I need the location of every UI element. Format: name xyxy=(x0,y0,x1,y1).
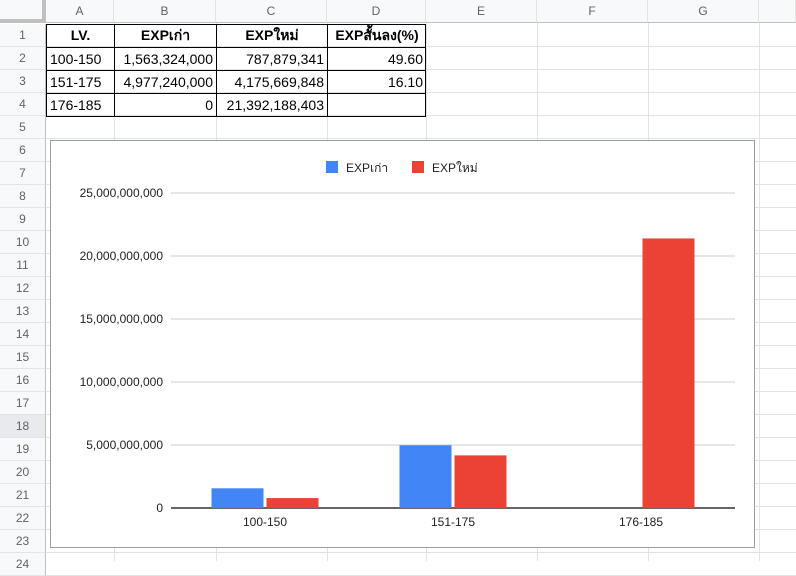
header-cell-lv[interactable]: LV. xyxy=(70,27,91,43)
bar-exp-new-100-150[interactable] xyxy=(266,498,319,508)
y-tick-label: 5,000,000,000 xyxy=(86,438,163,452)
x-tick-label: 100-150 xyxy=(243,515,287,529)
row-header-12[interactable]: 12 xyxy=(0,277,46,300)
column-header-f[interactable]: F xyxy=(537,0,648,23)
row-header-11[interactable]: 11 xyxy=(0,254,46,277)
row-header-23[interactable]: 23 xyxy=(0,530,46,553)
row-header-3[interactable]: 3 xyxy=(0,70,46,93)
column-header-b[interactable]: B xyxy=(114,0,216,23)
legend-swatch xyxy=(326,161,338,173)
row-header-9[interactable]: 9 xyxy=(0,208,46,231)
y-tick-label: 20,000,000,000 xyxy=(80,249,164,263)
bar-exp-old-151-175[interactable] xyxy=(399,445,452,508)
table-cell[interactable]: 49.60 xyxy=(387,51,423,67)
table-cell[interactable]: 4,175,669,848 xyxy=(234,74,324,90)
y-tick-label: 0 xyxy=(156,501,163,515)
table-cell[interactable]: 21,392,188,403 xyxy=(226,97,324,113)
y-tick-label: 10,000,000,000 xyxy=(80,375,164,389)
row-header-17[interactable]: 17 xyxy=(0,392,46,415)
table-cell[interactable]: 1,563,324,000 xyxy=(123,51,213,67)
y-tick-label: 15,000,000,000 xyxy=(80,312,164,326)
row-header-19[interactable]: 19 xyxy=(0,438,46,461)
row-header-4[interactable]: 4 xyxy=(0,93,46,116)
column-header-c[interactable]: C xyxy=(216,0,327,23)
row-header-16[interactable]: 16 xyxy=(0,369,46,392)
row-header-1[interactable]: 1 xyxy=(0,24,46,47)
row-header-6[interactable]: 6 xyxy=(0,139,46,162)
legend-label: EXPเก่า xyxy=(346,161,388,175)
table-cell[interactable]: 787,879,341 xyxy=(246,51,324,67)
column-header-h[interactable] xyxy=(759,0,796,23)
row-header-24[interactable]: 24 xyxy=(0,553,46,576)
column-header-e[interactable]: E xyxy=(426,0,537,23)
column-header-g[interactable]: G xyxy=(648,0,759,23)
select-all-corner[interactable] xyxy=(0,0,46,23)
column-header-d[interactable]: D xyxy=(327,0,426,23)
bar-chart[interactable]: 0 5,000,000,000 10,000,000,000 15,000,000,0… xyxy=(50,140,755,548)
row-header-20[interactable]: 20 xyxy=(0,461,46,484)
header-cell-exp-old[interactable]: EXPเก่า xyxy=(140,27,191,43)
bar-exp-new-176-185[interactable] xyxy=(642,238,695,508)
row-header-10[interactable]: 10 xyxy=(0,231,46,254)
row-header-2[interactable]: 2 xyxy=(0,47,46,70)
table-cell[interactable]: 4,977,240,000 xyxy=(123,74,213,90)
row-header-8[interactable]: 8 xyxy=(0,185,46,208)
row-header-13[interactable]: 13 xyxy=(0,300,46,323)
table-cell[interactable]: 151-175 xyxy=(50,74,102,90)
row-header-21[interactable]: 21 xyxy=(0,484,46,507)
header-cell-exp-reduced[interactable]: EXPสั้นลง(%) xyxy=(335,27,419,43)
table-cell[interactable]: 100-150 xyxy=(50,51,102,67)
header-cell-exp-new[interactable]: EXPใหม่ xyxy=(245,27,299,43)
legend-label: EXPใหม่ xyxy=(432,161,478,175)
row-header-15[interactable]: 15 xyxy=(0,346,46,369)
table-cell[interactable]: 0 xyxy=(205,97,213,113)
x-tick-label: 151-175 xyxy=(431,515,475,529)
column-header-a[interactable]: A xyxy=(46,0,114,23)
x-tick-label: 176-185 xyxy=(619,515,663,529)
row-header-5[interactable]: 5 xyxy=(0,116,46,139)
bar-exp-old-100-150[interactable] xyxy=(211,488,264,508)
table-cell[interactable]: 176-185 xyxy=(50,97,102,113)
table-cell[interactable]: 16.10 xyxy=(387,74,423,90)
chart-canvas: 0 5,000,000,000 10,000,000,000 15,000,000,0… xyxy=(80,161,735,529)
row-header-18[interactable]: 18 xyxy=(0,415,46,438)
row-header-14[interactable]: 14 xyxy=(0,323,46,346)
bar-exp-new-151-175[interactable] xyxy=(454,455,507,508)
legend-swatch xyxy=(412,161,424,173)
row-header-22[interactable]: 22 xyxy=(0,507,46,530)
row-header-7[interactable]: 7 xyxy=(0,162,46,185)
y-tick-label: 25,000,000,000 xyxy=(80,186,164,200)
